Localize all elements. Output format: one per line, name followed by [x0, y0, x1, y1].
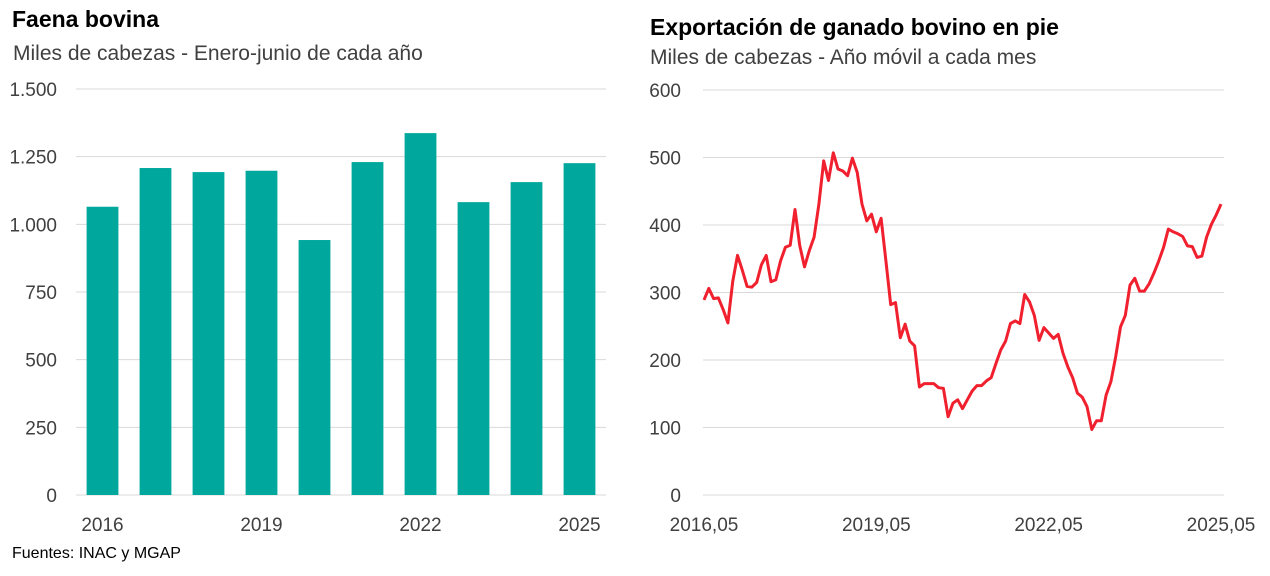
bar-x-tick-label: 2025	[558, 515, 600, 536]
bar-y-tick-label: 1.000	[9, 215, 57, 236]
source-note: Fuentes: INAC y MGAP	[12, 545, 181, 562]
bar-2023	[457, 202, 490, 495]
line-y-tick-label: 400	[649, 216, 681, 237]
bar-x-tick-label: 2019	[240, 515, 282, 536]
line-x-tick-label: 2016,05	[670, 515, 739, 536]
bar-x-tick-label: 2016	[81, 515, 123, 536]
line-y-tick-label: 100	[649, 419, 681, 440]
line-y-tick-label: 0	[670, 486, 681, 507]
bar-chart-subtitle: Miles de cabezas - Enero-junio de cada a…	[13, 42, 423, 65]
bar-chart-title: Faena bovina	[12, 6, 159, 32]
bar-2022	[404, 133, 437, 496]
bar-2019	[245, 170, 278, 495]
line-y-tick-label: 600	[649, 81, 681, 102]
line-chart: 0 100 200 300 400 500 600 2016,05 2019,05 2022,05…	[649, 81, 1255, 536]
line-y-tick-label: 500	[649, 149, 681, 170]
line-x-tick-label: 2022,05	[1014, 515, 1083, 536]
bar-2017	[139, 168, 172, 495]
bar-2018	[192, 172, 225, 495]
series-line-exportacion	[702, 151, 1223, 431]
bar-2025	[563, 163, 596, 496]
bar-y-tick-label: 250	[25, 418, 57, 439]
bar-y-tick-label: 1.250	[9, 148, 57, 169]
line-y-tick-label: 300	[649, 284, 681, 305]
bar-y-tick-label: 1.500	[9, 80, 57, 101]
bar-y-tick-label: 0	[46, 486, 57, 507]
bar-2024	[510, 182, 543, 496]
bar-2016	[86, 206, 119, 496]
bar-y-tick-label: 750	[25, 283, 57, 304]
line-chart-title: Exportación de ganado bovino en pie	[650, 14, 1059, 40]
bar-2021	[351, 162, 384, 495]
line-x-tick-label: 2025,05	[1187, 515, 1256, 536]
bar-2020	[298, 240, 331, 495]
line-x-tick-label: 2019,05	[842, 515, 911, 536]
line-chart-subtitle: Miles de cabezas - Año móvil a cada mes	[650, 46, 1037, 69]
bar-x-tick-label: 2022	[399, 515, 441, 536]
bar-y-tick-label: 500	[25, 351, 57, 372]
bar-chart: 0 250 500 750 1.000 1.250 1.500 2016 2019 2022 202…	[9, 80, 606, 536]
line-y-tick-label: 200	[649, 351, 681, 372]
